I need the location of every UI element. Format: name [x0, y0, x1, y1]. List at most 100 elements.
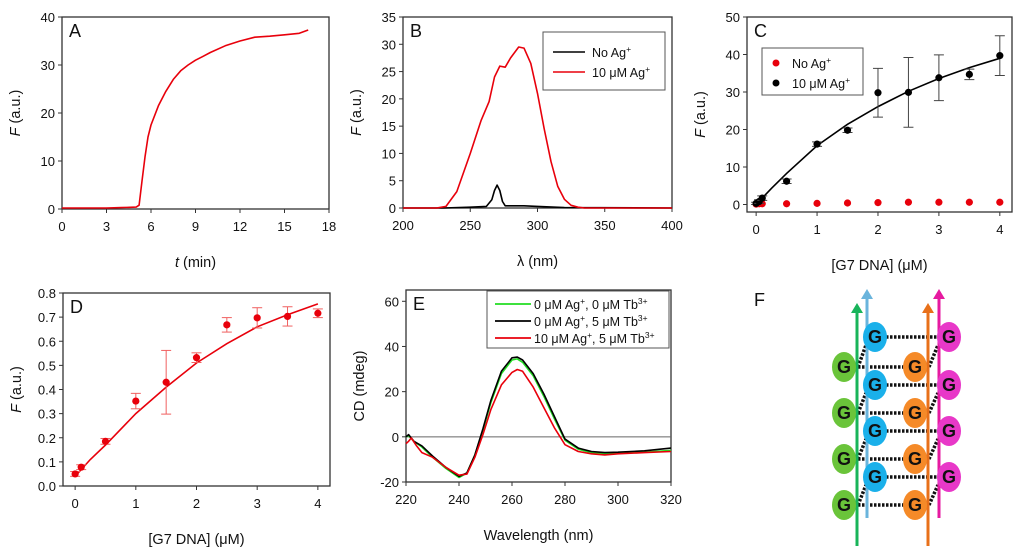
y-tick-label: 20 — [385, 385, 399, 400]
data-point — [996, 52, 1004, 60]
x-tick-label: 0 — [58, 219, 65, 234]
data-point — [843, 199, 852, 207]
guanine-label: G — [908, 403, 922, 423]
series-line-0 — [62, 29, 309, 209]
data-point — [996, 198, 1004, 206]
strand-arrowhead — [851, 303, 863, 313]
x-tick-label: 12 — [233, 219, 247, 234]
data-point — [283, 312, 292, 321]
x-tick-label: 300 — [607, 492, 629, 507]
series-line-0 — [403, 184, 673, 209]
y-tick-label: 0.6 — [38, 334, 56, 349]
data-point — [253, 314, 261, 322]
strand-arrowhead — [922, 303, 934, 313]
x-tick-label: 350 — [594, 218, 616, 233]
y-tick-label: 40 — [41, 10, 55, 25]
guanine-base — [863, 322, 887, 352]
data-point — [77, 463, 85, 471]
y-tick-label: 0.7 — [38, 310, 56, 325]
x-tick-label: 6 — [147, 219, 154, 234]
y-tick-label: 20 — [41, 106, 55, 121]
y-axis-label: F (a.u.) — [693, 91, 709, 138]
legend-swatch — [772, 79, 780, 87]
data-point — [782, 177, 791, 185]
guanine-label: G — [908, 495, 922, 515]
guanine-base — [903, 444, 927, 474]
plot-frame — [746, 16, 1013, 213]
y-axis-label: CD (mdeg) — [352, 351, 368, 422]
data-point — [935, 74, 943, 82]
data-point — [904, 198, 913, 206]
y-tick-label: 0.0 — [38, 479, 56, 494]
panel-b: 200 250 300 350 400 0 5 10 15 20 25 30 35 λ (nm) F (a.… — [349, 10, 683, 270]
x-tick-label: 0 — [753, 222, 760, 237]
guanine-label: G — [908, 357, 922, 377]
y-tick-label: 0.5 — [38, 358, 56, 373]
legend-label: 0 μM Ag+, 0 μM Tb3+ — [534, 296, 648, 312]
hoogsteen-bond — [856, 484, 868, 506]
data-point — [223, 321, 231, 329]
y-tick-label: -20 — [380, 475, 399, 490]
plot-frame — [61, 16, 330, 210]
panel-label: E — [413, 294, 425, 314]
series-line-0 — [405, 358, 672, 479]
y-tick-label: 50 — [726, 10, 740, 25]
guanine-base — [937, 370, 961, 400]
guanine-label: G — [868, 327, 882, 347]
y-tick-label: 5 — [389, 174, 396, 189]
legend: 0 μM Ag+, 0 μM Tb3+0 μM Ag+, 5 μM Tb3+10… — [486, 290, 670, 349]
plot-frame — [62, 292, 331, 487]
plot-frame — [405, 289, 672, 483]
y-tick-label: 0.8 — [38, 286, 56, 301]
y-tick-label: 30 — [382, 37, 396, 52]
y-tick-label: 0.3 — [38, 407, 56, 422]
x-tick-label: 1 — [132, 496, 139, 511]
x-tick-label: 2 — [193, 496, 200, 511]
x-tick-label: 240 — [448, 492, 470, 507]
x-tick-label: 18 — [322, 219, 336, 234]
x-tick-label: 2 — [874, 222, 881, 237]
data-point — [71, 470, 79, 478]
x-tick-label: 3 — [254, 496, 261, 511]
data-point — [813, 199, 821, 207]
x-tick-label: 200 — [392, 218, 414, 233]
x-tick-label: 300 — [527, 218, 549, 233]
data-point — [314, 309, 322, 317]
data-point — [101, 437, 110, 445]
guanine-label: G — [837, 495, 851, 515]
legend-label: 10 μM Ag+ — [792, 75, 850, 91]
y-tick-label: 10 — [382, 146, 396, 161]
guanine-label: G — [868, 467, 882, 487]
y-axis-label: F (a.u.) — [349, 89, 365, 136]
x-axis-label: [G7 DNA] (μM) — [831, 258, 927, 274]
data-point — [813, 140, 821, 148]
strand-arrowhead — [933, 289, 945, 299]
x-tick-label: 3 — [935, 222, 942, 237]
x-tick-label: 260 — [501, 492, 523, 507]
data-point — [192, 354, 201, 362]
legend-box — [542, 31, 666, 91]
y-tick-label: 0 — [392, 430, 399, 445]
y-tick-label: 0 — [733, 198, 740, 213]
panel-label: C — [754, 21, 767, 41]
data-point — [904, 88, 913, 96]
x-tick-label: 400 — [661, 218, 683, 233]
legend-label: No Ag+ — [792, 55, 831, 71]
panel-label: D — [70, 297, 83, 317]
data-point — [758, 194, 766, 202]
x-axis-label: [G7 DNA] (μM) — [148, 532, 244, 548]
hoogsteen-bond — [927, 438, 940, 460]
y-tick-label: 20 — [382, 92, 396, 107]
legend-label: 10 μM Ag+, 5 μM Tb3+ — [534, 330, 655, 346]
guanine-base — [937, 416, 961, 446]
x-tick-label: 320 — [660, 492, 682, 507]
y-tick-label: 0 — [48, 202, 55, 217]
y-tick-label: 0 — [389, 201, 396, 216]
guanine-label: G — [942, 327, 956, 347]
y-tick-label: 40 — [726, 48, 740, 63]
panel-a: 0 3 6 9 12 15 18 0 10 20 30 40 t (min) F (a.u.) A — [8, 10, 336, 271]
guanine-label: G — [868, 421, 882, 441]
guanine-label: G — [942, 421, 956, 441]
legend-label: 10 μM Ag+ — [592, 64, 650, 80]
